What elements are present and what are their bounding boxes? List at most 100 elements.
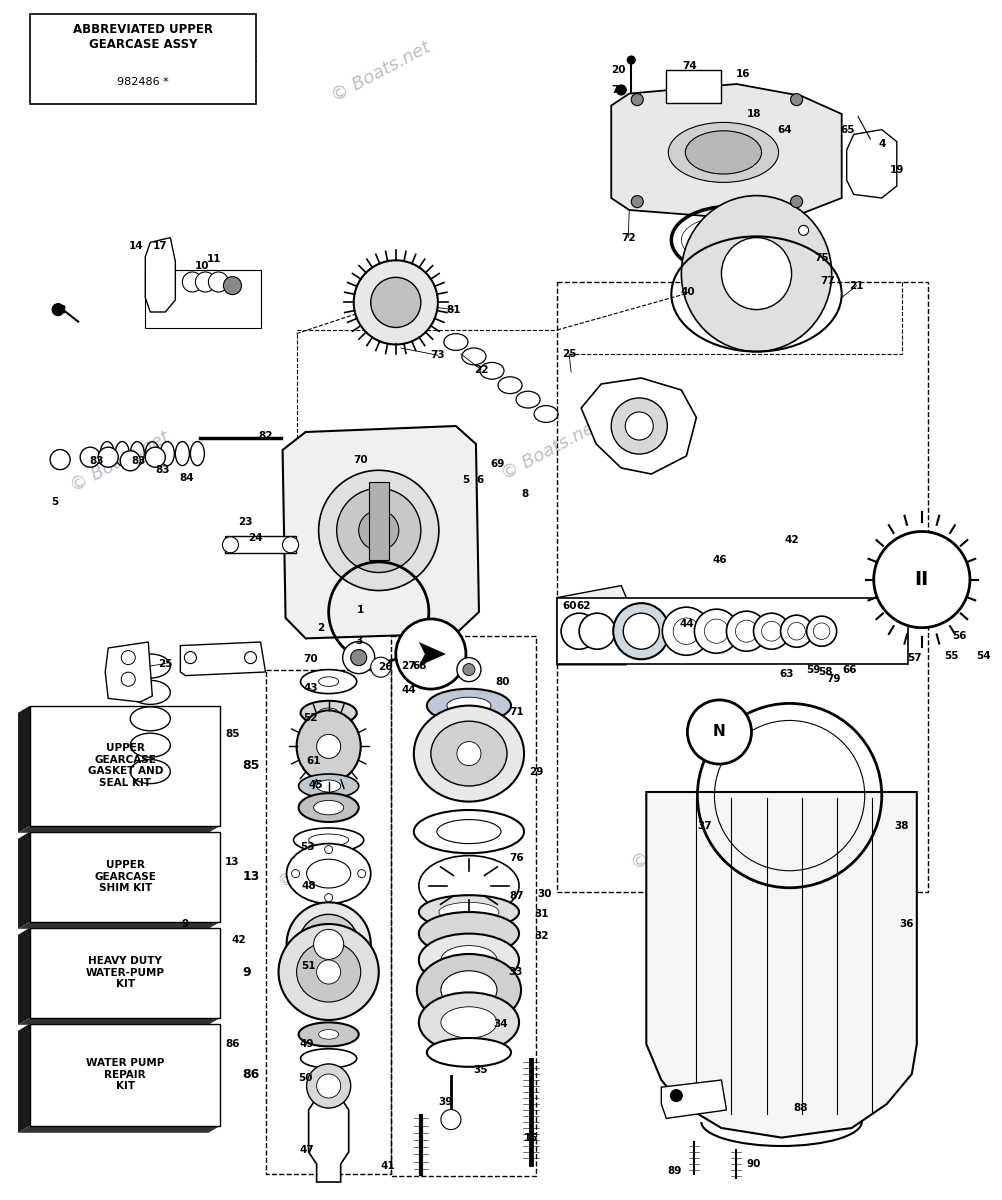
Circle shape: [627, 56, 635, 64]
Text: 16: 16: [736, 70, 750, 79]
Text: 19: 19: [890, 166, 904, 175]
Circle shape: [325, 894, 333, 901]
Circle shape: [317, 960, 341, 984]
Ellipse shape: [419, 934, 519, 986]
Text: 11: 11: [207, 254, 221, 264]
Circle shape: [613, 604, 669, 659]
Text: 43: 43: [304, 683, 318, 692]
Text: 79: 79: [827, 674, 841, 684]
Text: 80: 80: [496, 677, 510, 686]
Text: 6: 6: [476, 475, 484, 485]
Circle shape: [457, 742, 481, 766]
Text: 32: 32: [534, 931, 548, 941]
Ellipse shape: [419, 912, 519, 955]
Text: 982486 *: 982486 *: [117, 77, 168, 86]
Bar: [30, 1024, 220, 1126]
Ellipse shape: [681, 196, 832, 352]
Text: 3: 3: [355, 636, 363, 646]
Text: II: II: [915, 570, 929, 589]
Text: © Boats.net: © Boats.net: [328, 38, 434, 106]
Circle shape: [799, 226, 809, 235]
Text: 54: 54: [977, 652, 991, 661]
Ellipse shape: [287, 844, 371, 904]
Text: 35: 35: [474, 1066, 488, 1075]
Circle shape: [623, 613, 659, 649]
Ellipse shape: [427, 689, 511, 722]
Polygon shape: [419, 642, 446, 666]
Circle shape: [50, 450, 70, 469]
Text: 21: 21: [850, 281, 864, 290]
Text: 70: 70: [304, 654, 318, 664]
Circle shape: [781, 616, 813, 647]
Text: 65: 65: [841, 125, 855, 134]
Circle shape: [319, 470, 439, 590]
Text: N: N: [713, 725, 725, 739]
Ellipse shape: [297, 942, 361, 1002]
Ellipse shape: [419, 992, 519, 1052]
Text: 77: 77: [821, 276, 835, 286]
Ellipse shape: [319, 677, 339, 686]
Polygon shape: [180, 642, 266, 676]
Text: © Boats.net: © Boats.net: [498, 416, 604, 484]
Bar: [30, 832, 220, 922]
Text: 75: 75: [815, 253, 829, 263]
Ellipse shape: [299, 793, 359, 822]
Text: 58: 58: [819, 667, 833, 677]
Text: 5: 5: [462, 475, 470, 485]
Text: 27: 27: [402, 661, 416, 671]
Text: 85: 85: [242, 760, 260, 772]
Text: 20: 20: [611, 65, 625, 74]
Text: 17: 17: [153, 241, 167, 251]
Circle shape: [121, 672, 135, 686]
Text: 31: 31: [534, 910, 548, 919]
Text: © Boats.net: © Boats.net: [628, 806, 734, 874]
Text: 8: 8: [521, 490, 529, 499]
Text: 4: 4: [878, 139, 886, 149]
Ellipse shape: [447, 697, 491, 714]
Polygon shape: [847, 130, 897, 198]
Text: 86: 86: [242, 1068, 260, 1081]
Text: 46: 46: [712, 556, 726, 565]
Text: 50: 50: [299, 1073, 313, 1082]
Ellipse shape: [721, 238, 792, 310]
Text: 12: 12: [53, 305, 67, 314]
Circle shape: [371, 658, 391, 677]
Text: 60: 60: [562, 601, 576, 611]
Ellipse shape: [297, 710, 361, 782]
Text: 5: 5: [51, 497, 59, 506]
Text: 53: 53: [301, 842, 315, 852]
Text: 55: 55: [945, 652, 959, 661]
Circle shape: [704, 619, 728, 643]
Circle shape: [182, 272, 202, 292]
Text: 56: 56: [953, 631, 967, 641]
Ellipse shape: [441, 971, 497, 1009]
Polygon shape: [18, 826, 220, 833]
Ellipse shape: [685, 131, 762, 174]
Polygon shape: [557, 586, 626, 665]
Circle shape: [791, 94, 803, 106]
Text: 13: 13: [225, 857, 239, 866]
Text: 67: 67: [626, 427, 640, 437]
Circle shape: [287, 902, 371, 986]
Text: 64: 64: [778, 125, 792, 134]
Circle shape: [670, 1090, 682, 1102]
Circle shape: [754, 613, 790, 649]
Bar: [666, 70, 721, 103]
Text: 14: 14: [129, 241, 143, 251]
Circle shape: [283, 536, 299, 553]
Ellipse shape: [427, 1038, 511, 1067]
Text: 87: 87: [510, 892, 524, 901]
Circle shape: [457, 658, 481, 682]
Text: 40: 40: [680, 287, 694, 296]
Polygon shape: [611, 84, 842, 218]
Text: 69: 69: [491, 460, 505, 469]
Text: © Boats.net: © Boats.net: [67, 428, 173, 496]
Circle shape: [244, 652, 257, 664]
Circle shape: [616, 85, 626, 95]
Bar: [145, 270, 261, 328]
Circle shape: [337, 488, 421, 572]
Circle shape: [317, 734, 341, 758]
Text: 29: 29: [529, 767, 543, 776]
Circle shape: [222, 536, 238, 553]
Bar: [30, 928, 220, 1018]
